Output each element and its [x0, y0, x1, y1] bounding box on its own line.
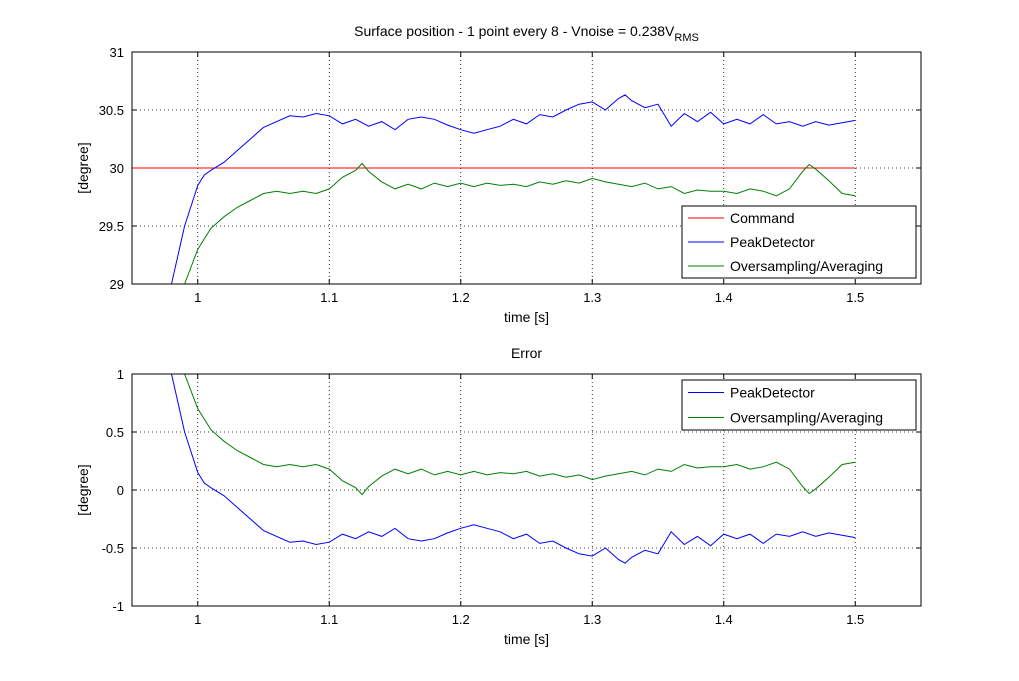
- y-tick-label: 30: [110, 161, 124, 176]
- y-tick-label: 29.5: [99, 219, 124, 234]
- legend-label: Oversampling/Averaging: [730, 258, 883, 274]
- series-line-peakdetector: [171, 374, 856, 564]
- legend-label: PeakDetector: [730, 385, 815, 401]
- y-tick-label: 31: [110, 45, 124, 60]
- series-group: [132, 94, 856, 284]
- legend-label: Command: [730, 210, 795, 226]
- legend-box: [681, 379, 917, 431]
- legend-label: PeakDetector: [730, 234, 815, 250]
- legend-label: Oversampling/Averaging: [730, 410, 883, 426]
- series-line-oversampling-averaging: [184, 162, 856, 284]
- y-tick-label: -0.5: [102, 541, 124, 556]
- axes-frame: [131, 51, 922, 285]
- x-axis-label: time [s]: [504, 631, 549, 647]
- chart-2: 1 1.1 1.2 1.3 1.4 1.5 -1 -0.5 0 0.5 1 Error time [s]…: [75, 345, 922, 647]
- chart-title: Surface position - 1 point every 8 - Vno…: [354, 23, 699, 44]
- y-tick-label: 0.5: [106, 425, 124, 440]
- x-tick-label: 1.4: [715, 290, 733, 305]
- y-tick-label: 30.5: [99, 103, 124, 118]
- x-tick-label: 1: [194, 612, 201, 627]
- chart-title: Error: [511, 345, 542, 361]
- legend: Command PeakDetector Oversampling/Averagin…: [681, 205, 917, 279]
- x-tick-label: 1.3: [583, 612, 601, 627]
- x-tick-label: 1.5: [846, 290, 864, 305]
- x-tick-label: 1.2: [452, 612, 470, 627]
- x-tick-label: 1: [194, 290, 201, 305]
- axes-frame: [131, 373, 922, 607]
- y-tick-label: 1: [117, 367, 124, 382]
- x-tick-label: 1.5: [846, 612, 864, 627]
- y-axis-label: [degree]: [75, 464, 91, 515]
- x-tick-label: 1.2: [452, 290, 470, 305]
- chart-1: 1 1.1 1.2 1.3 1.4 1.5 29 29.5 30 30.5 31 Surface po…: [75, 23, 922, 325]
- x-tick-label: 1.3: [583, 290, 601, 305]
- series-line-peakdetector: [171, 94, 856, 284]
- x-tick-label: 1.1: [320, 290, 338, 305]
- y-tick-label: 29: [110, 277, 124, 292]
- series-line-oversampling-averaging: [184, 374, 856, 496]
- series-group: [171, 374, 856, 564]
- title-subscript: RMS: [674, 32, 698, 44]
- x-tick-label: 1.1: [320, 612, 338, 627]
- y-axis-label: [degree]: [75, 142, 91, 193]
- x-axis-label: time [s]: [504, 309, 549, 325]
- y-tick-label: -1: [112, 599, 124, 614]
- y-tick-label: 0: [117, 483, 124, 498]
- legend: PeakDetector Oversampling/Averaging: [681, 379, 917, 431]
- x-tick-label: 1.4: [715, 612, 733, 627]
